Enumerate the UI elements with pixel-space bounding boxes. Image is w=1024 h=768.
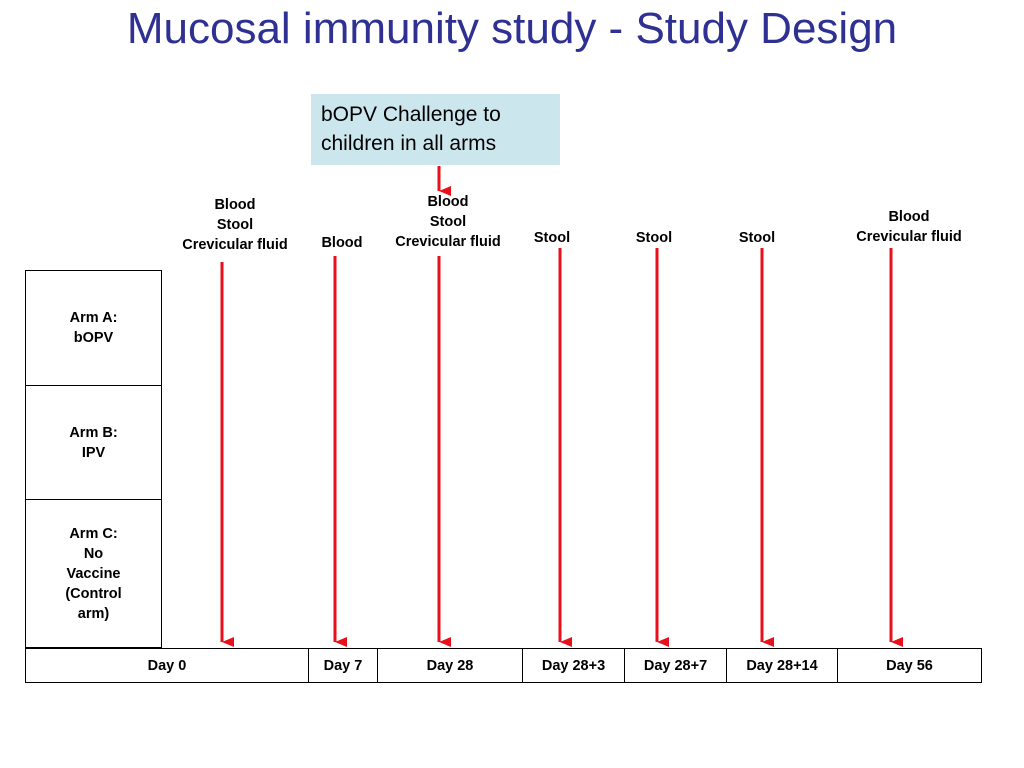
- day-cell-28-14: Day 28+14: [726, 649, 837, 682]
- callout-line-1: bOPV Challenge to: [321, 103, 501, 126]
- sample-label-day-28-3: Stool: [533, 230, 571, 246]
- arm-a-cell: Arm A: bOPV: [69, 310, 118, 346]
- challenge-callout: bOPV Challenge to children in all arms: [311, 94, 560, 165]
- sample-label-day-28-7: Stool: [635, 230, 673, 246]
- day-cell-7: Day 7: [308, 649, 377, 682]
- arm-table: Arm A: bOPV Arm B: IPV Arm C: No Vaccine…: [25, 270, 162, 648]
- day-cell-0: Day 0: [147, 657, 187, 674]
- day-cell-28: Day 28: [377, 649, 522, 682]
- arm-b-cell: Arm B: IPV: [26, 385, 161, 499]
- day-table: Day 0 Day 7 Day 28 Day 28+3 Day 28+7 Day…: [25, 648, 982, 683]
- sample-label-day-28: Blood Stool Crevicular fluid: [395, 194, 501, 250]
- sample-label-day-0: Blood Stool Crevicular fluid: [182, 197, 288, 253]
- sample-label-day-7: Blood: [321, 235, 363, 251]
- page-title: Mucosal immunity study - Study Design: [126, 4, 898, 53]
- day-cell-28-7: Day 28+7: [624, 649, 726, 682]
- sample-label-day-28-14: Stool: [738, 230, 776, 246]
- arm-c-cell: Arm C: No Vaccine (Control arm): [26, 499, 161, 647]
- day-cell-28-3: Day 28+3: [522, 649, 624, 682]
- sample-label-day-56: Blood Crevicular fluid: [856, 209, 962, 245]
- callout-line-2: children in all arms: [321, 132, 497, 155]
- day-cell-56: Day 56: [837, 649, 981, 682]
